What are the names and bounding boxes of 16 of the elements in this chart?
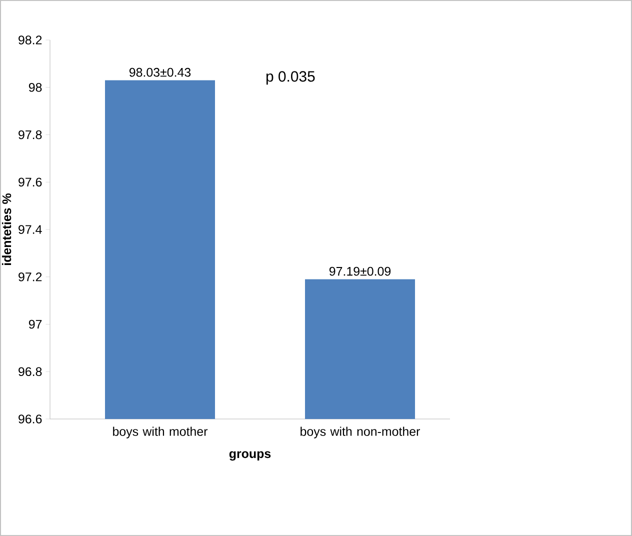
data-label: 97.19±0.09 xyxy=(329,266,391,276)
y-tick-label: 98 xyxy=(28,82,42,92)
y-axis-title: identeties % xyxy=(2,194,12,265)
y-tick-label: 96.8 xyxy=(18,367,42,376)
y-tick-label: 97 xyxy=(28,320,42,329)
y-tick-label: 97.4 xyxy=(18,225,42,234)
data-label: 98.03±0.43 xyxy=(129,68,191,77)
y-tick-label: 98.2 xyxy=(18,36,42,44)
annotation: p 0.035 xyxy=(266,71,315,85)
y-tick-label: 96.6 xyxy=(18,414,42,424)
x-axis-title: groups xyxy=(229,451,271,461)
x-tick-label: boys with mother xyxy=(113,426,208,438)
y-tick-label: 97.6 xyxy=(18,178,42,187)
y-tick-label: 97.8 xyxy=(18,130,42,140)
y-tick-label: 97.2 xyxy=(18,272,42,282)
x-tick-label: boys with non-mother xyxy=(300,426,420,438)
